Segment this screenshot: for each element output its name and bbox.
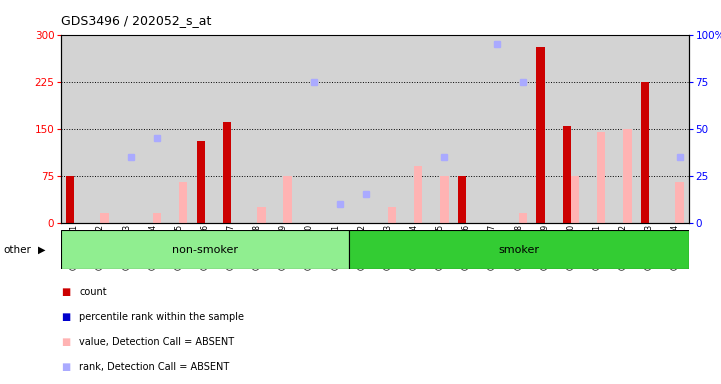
Bar xyxy=(114,35,140,223)
Bar xyxy=(663,35,689,223)
Bar xyxy=(610,35,636,223)
Bar xyxy=(349,35,375,223)
Bar xyxy=(66,176,74,223)
Bar xyxy=(61,230,349,269)
Bar xyxy=(505,35,531,223)
Bar xyxy=(454,35,479,223)
Bar xyxy=(349,230,689,269)
Bar xyxy=(197,141,205,223)
Bar xyxy=(270,35,296,223)
Bar xyxy=(441,176,448,223)
Bar xyxy=(636,35,663,223)
Bar xyxy=(584,35,610,223)
Text: rank, Detection Call = ABSENT: rank, Detection Call = ABSENT xyxy=(79,362,229,372)
Bar xyxy=(244,35,270,223)
Bar xyxy=(153,214,161,223)
Text: percentile rank within the sample: percentile rank within the sample xyxy=(79,312,244,322)
Bar xyxy=(558,35,584,223)
Text: ■: ■ xyxy=(61,362,71,372)
Bar xyxy=(61,35,87,223)
Bar xyxy=(427,35,454,223)
Bar xyxy=(458,176,466,223)
Bar xyxy=(375,35,401,223)
Bar xyxy=(479,35,505,223)
Bar xyxy=(518,214,527,223)
Text: GDS3496 / 202052_s_at: GDS3496 / 202052_s_at xyxy=(61,14,212,27)
Text: count: count xyxy=(79,287,107,297)
Bar xyxy=(296,35,323,223)
Text: ▶: ▶ xyxy=(37,245,45,255)
Bar xyxy=(597,132,606,223)
Bar xyxy=(531,35,558,223)
Bar xyxy=(323,35,349,223)
Bar xyxy=(536,47,545,223)
Bar xyxy=(166,35,192,223)
Text: non-smoker: non-smoker xyxy=(172,245,238,255)
Bar xyxy=(283,176,292,223)
Bar xyxy=(401,35,427,223)
Text: other: other xyxy=(4,245,32,255)
Text: ■: ■ xyxy=(61,287,71,297)
Bar xyxy=(388,207,397,223)
Bar xyxy=(179,182,187,223)
Bar xyxy=(641,82,650,223)
Bar xyxy=(87,35,114,223)
Bar xyxy=(223,122,231,223)
Bar xyxy=(562,126,571,223)
Bar xyxy=(192,35,218,223)
Text: smoker: smoker xyxy=(498,245,539,255)
Text: ■: ■ xyxy=(61,337,71,347)
Bar xyxy=(218,35,244,223)
Bar xyxy=(140,35,166,223)
Bar xyxy=(623,129,632,223)
Bar xyxy=(414,166,423,223)
Bar xyxy=(100,214,109,223)
Text: value, Detection Call = ABSENT: value, Detection Call = ABSENT xyxy=(79,337,234,347)
Bar xyxy=(676,182,684,223)
Bar xyxy=(571,176,579,223)
Bar xyxy=(257,207,265,223)
Text: ■: ■ xyxy=(61,312,71,322)
